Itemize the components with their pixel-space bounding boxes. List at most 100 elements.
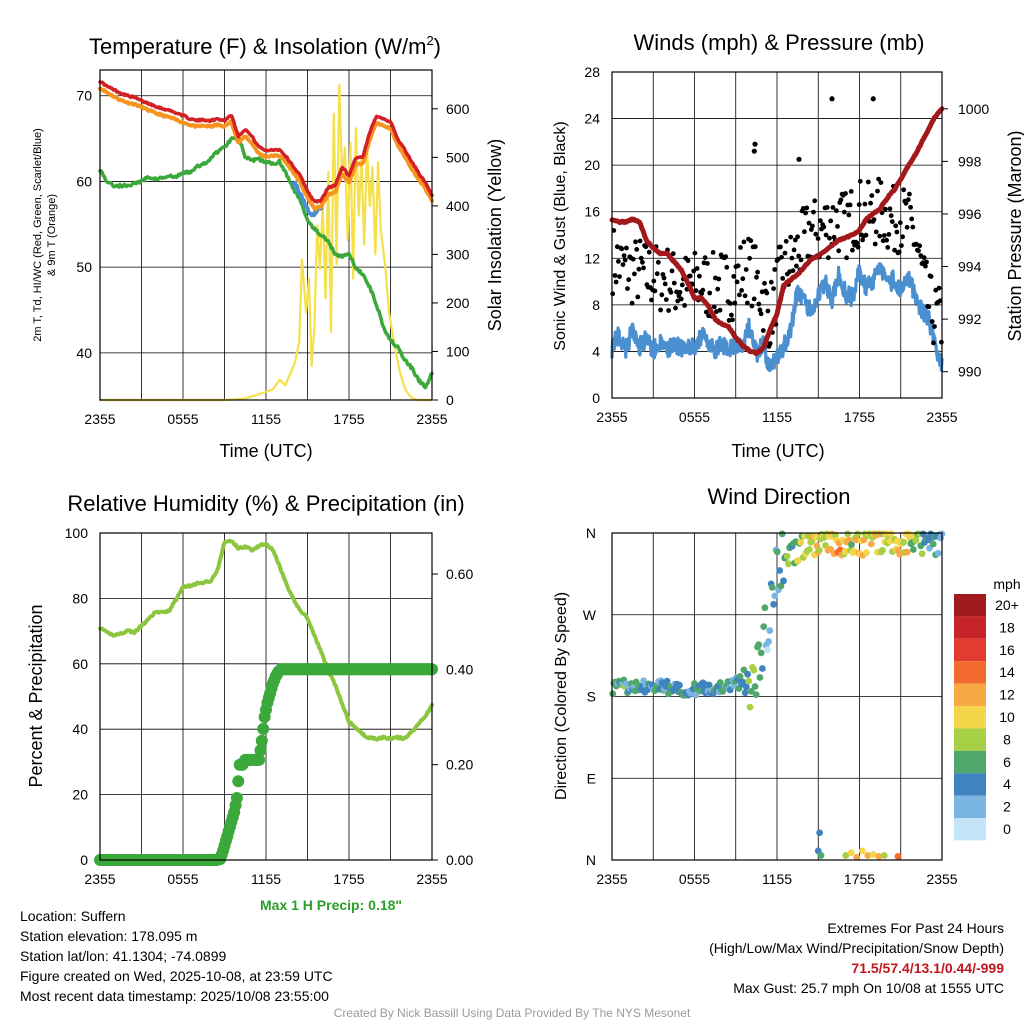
colorbar-swatch-6 (954, 728, 986, 751)
temp-ytick-label-3: 70 (76, 88, 92, 104)
gust-point-244 (888, 213, 894, 219)
wdir-ytick-label-3: W (583, 607, 597, 623)
gust-point-176 (811, 209, 816, 215)
wdir-point-118 (755, 641, 763, 649)
windchill-line (291, 180, 324, 218)
wdir-point-122 (760, 623, 768, 630)
gust-point-234 (877, 233, 883, 239)
sonic-wind-line (610, 262, 944, 373)
wdir-point-225 (887, 530, 895, 538)
wdir-point-44 (663, 677, 671, 685)
colorbar-label-2: 16 (999, 642, 1015, 658)
gust-point-51 (668, 289, 674, 295)
gust-point-148 (779, 254, 784, 260)
rh-ytick-label-5: 100 (65, 525, 89, 541)
wdir-point-243 (910, 546, 917, 553)
gust-point-132 (760, 328, 766, 333)
wind-xtick-label-2: 1155 (762, 409, 792, 425)
wind-x-axis-label: Time (UTC) (731, 441, 824, 461)
gust-point-251 (896, 249, 902, 255)
gust-point-133 (762, 280, 767, 286)
wdir-plot-border (611, 532, 943, 861)
wind-ytick-label-0: 0 (592, 390, 600, 406)
colorbar-swatch-3 (954, 661, 986, 684)
gust-point-255 (901, 187, 907, 193)
wdir-north-point-1 (816, 829, 824, 837)
colorbar-swatch-7 (954, 750, 986, 774)
wdir-point-111 (746, 703, 754, 711)
gust-point-281 (931, 340, 936, 346)
wdir-xtick-label-1: 0555 (679, 871, 710, 887)
created-text: Figure created on Wed, 2025-10-08, at 23… (20, 968, 333, 984)
colorbar-label-0: 20+ (995, 597, 1019, 613)
rh-y-axis-label: Percent & Precipitation (26, 604, 46, 787)
wdir-point-152 (797, 538, 805, 546)
wdir-north-point-9 (875, 852, 883, 860)
temp-y2tick-label-3: 300 (446, 246, 470, 262)
credit-line: Created By Nick Bassill Using Data Provi… (333, 1006, 691, 1020)
wdir-point-129 (768, 584, 776, 591)
wdir-point-0 (609, 690, 617, 698)
gust-point-118 (745, 300, 750, 306)
gust-point-5 (616, 259, 621, 264)
gust-point-205 (844, 255, 849, 261)
gust-point-151 (782, 250, 788, 256)
gust-point-37 (652, 288, 658, 294)
colorbar-label-8: 4 (1003, 776, 1011, 792)
gust-point-121 (748, 238, 754, 244)
wind-xtick-label-1: 0555 (679, 409, 710, 425)
wdir-point-209 (867, 540, 875, 548)
precip-point-116 (254, 744, 267, 757)
gust-peak-point-4 (796, 156, 802, 162)
rh-y2tick-label-3: 0.60 (446, 566, 473, 582)
gust-point-188 (824, 205, 830, 210)
gust-point-32 (646, 249, 652, 255)
gust-point-282 (932, 324, 937, 329)
winds-pressure-panel: Winds (mph) & Pressure (mb) 2355 0555 1155… (552, 30, 1024, 461)
wdir-point-138 (780, 577, 787, 585)
gust-point-187 (823, 232, 829, 238)
gust-point-2 (612, 273, 618, 278)
gust-point-235 (878, 180, 884, 186)
wind-xtick-label-3: 1755 (844, 409, 875, 425)
wdir-point-126 (765, 638, 772, 645)
gust-point-107 (732, 300, 738, 306)
gust-peak-point-3 (751, 148, 757, 154)
gust-point-219 (860, 237, 865, 243)
gust-point-210 (850, 247, 855, 253)
wdir-point-150 (794, 557, 802, 564)
gust-point-280 (929, 319, 935, 324)
wdir-point-142 (785, 560, 792, 568)
extremes-values: 71.5/57.4/13.1/0.44/-999 (851, 960, 1004, 976)
wdir-point-190 (844, 530, 852, 538)
gust-point-162 (795, 234, 800, 240)
wind-plot-border (611, 71, 943, 399)
wdir-point-114 (750, 666, 758, 674)
gust-point-103 (727, 301, 733, 306)
gust-point-74 (694, 266, 700, 271)
wdir-point-123 (761, 604, 769, 612)
colorbar-label-6: 8 (1003, 731, 1011, 747)
wdir-point-108 (742, 683, 750, 691)
colorbar-swatch-5 (954, 706, 986, 729)
wdir-north-point-3 (842, 852, 850, 859)
gust-point-34 (649, 297, 654, 303)
gust-point-257 (903, 200, 909, 206)
temp-y2tick-label-5: 500 (446, 149, 470, 165)
wind-ytick-label-5: 20 (584, 157, 600, 173)
wind-chart-title: Winds (mph) & Pressure (mb) (634, 30, 925, 55)
wind-y2tick-label-5: 1000 (958, 101, 989, 117)
gust-point-261 (908, 204, 913, 210)
colorbar-swatch-4 (954, 683, 986, 706)
wdir-point-107 (741, 689, 749, 697)
wdir-north-point-8 (869, 851, 877, 858)
temp-plot-border (99, 69, 433, 401)
gust-point-109 (734, 279, 740, 285)
wdir-point-67 (692, 691, 699, 699)
gust-point-258 (904, 224, 910, 230)
gust-point-233 (876, 176, 881, 182)
gust-point-20 (633, 239, 638, 245)
station-pressure-line (609, 106, 945, 357)
colorbar-label-7: 6 (1003, 754, 1011, 770)
